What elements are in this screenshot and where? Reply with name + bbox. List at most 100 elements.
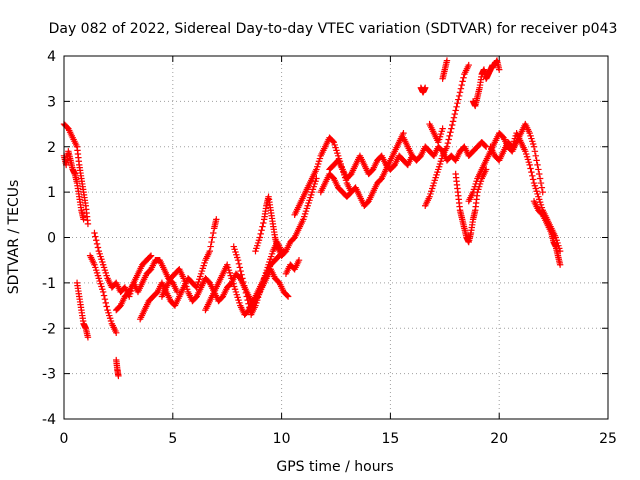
data-point (102, 299, 109, 307)
data-point (556, 261, 564, 268)
data-point (530, 143, 538, 150)
data-point (536, 170, 543, 178)
data-point (237, 267, 244, 275)
data-point (259, 223, 266, 230)
data-point (284, 293, 292, 300)
data-point (238, 271, 245, 278)
data-point (100, 292, 108, 299)
data-point (443, 143, 451, 150)
y-tick-label: -1 (42, 276, 56, 292)
data-point (453, 103, 460, 111)
y-axis-label: SDTVAR / TECUs (6, 180, 22, 295)
y-tick-label: 1 (47, 185, 56, 201)
y-tick-label: 3 (47, 94, 56, 110)
y-tick-label: 0 (47, 231, 56, 247)
x-tick-label: 20 (490, 431, 508, 447)
data-point (444, 139, 452, 147)
data-point (534, 161, 541, 169)
data-point (257, 230, 264, 238)
data-point (284, 292, 291, 299)
data-point (533, 157, 540, 164)
data-point (536, 175, 544, 182)
grid (64, 56, 608, 419)
data-point (529, 176, 537, 183)
data-point (101, 296, 109, 303)
x-tick-label: 0 (60, 431, 69, 447)
data-point (208, 238, 215, 246)
data-point (455, 92, 463, 100)
x-tick-label: 15 (381, 431, 399, 447)
y-tick-label: -3 (42, 367, 56, 383)
data-point (92, 233, 99, 240)
data-point (460, 74, 467, 81)
data-point (210, 229, 217, 237)
data-point (235, 260, 243, 268)
data-point (459, 78, 466, 85)
data-point (147, 252, 155, 259)
data-point (103, 303, 110, 310)
data-point (84, 334, 92, 341)
y-tick-label: 4 (47, 49, 56, 65)
data-point (240, 278, 247, 286)
data-point (207, 243, 214, 250)
data-point (454, 99, 461, 107)
data-point (445, 136, 452, 143)
y-tick-label: -2 (42, 321, 56, 337)
data-point (99, 288, 107, 296)
data-point (456, 89, 464, 96)
data-point (527, 165, 534, 172)
data-point (529, 172, 536, 179)
data-point (260, 219, 267, 227)
data-point (439, 125, 446, 132)
data-point (526, 161, 533, 169)
data-point (537, 179, 545, 187)
data-point (115, 372, 122, 380)
data-point (447, 129, 454, 136)
data-point (532, 152, 539, 160)
data-point (239, 275, 246, 282)
data-point (240, 282, 248, 289)
chart-title: Day 082 of 2022, Sidereal Day-to-day VTE… (49, 21, 618, 37)
data-point (242, 289, 250, 297)
data-point (236, 264, 244, 271)
data-point (443, 57, 451, 64)
data-point (496, 66, 503, 73)
data-point (531, 148, 539, 155)
data-point (80, 216, 87, 223)
data-point (93, 237, 100, 244)
data-points (60, 57, 564, 380)
data-point (213, 216, 220, 223)
data-point (329, 138, 337, 145)
data-point (450, 114, 458, 121)
data-point (244, 296, 251, 304)
data-point (234, 256, 242, 264)
data-point (539, 188, 546, 196)
data-point (538, 184, 546, 191)
data-point (458, 81, 465, 89)
data-point (448, 121, 456, 129)
data-point (452, 107, 459, 114)
data-point (446, 132, 453, 140)
data-point (535, 166, 542, 173)
data-point (93, 240, 101, 248)
ticks: 0 5 10 15 20 25 -4 -3 -2 -1 0 1 2 3 4 (42, 49, 617, 447)
x-axis-label: GPS time / hours (276, 459, 393, 475)
data-point (451, 110, 459, 118)
data-point (113, 329, 120, 336)
data-point (448, 125, 455, 132)
y-tick-label: 2 (47, 140, 56, 156)
data-point (455, 96, 462, 103)
data-point (245, 300, 252, 307)
x-tick-label: 5 (168, 431, 177, 447)
data-point (209, 234, 216, 241)
data-point (91, 229, 98, 237)
data-point (422, 84, 429, 91)
data-point (528, 168, 535, 176)
data-point (449, 118, 457, 125)
data-point (256, 234, 264, 241)
data-point (243, 293, 250, 300)
data-point (295, 256, 303, 264)
data-point (482, 142, 489, 150)
data-point (465, 61, 472, 69)
